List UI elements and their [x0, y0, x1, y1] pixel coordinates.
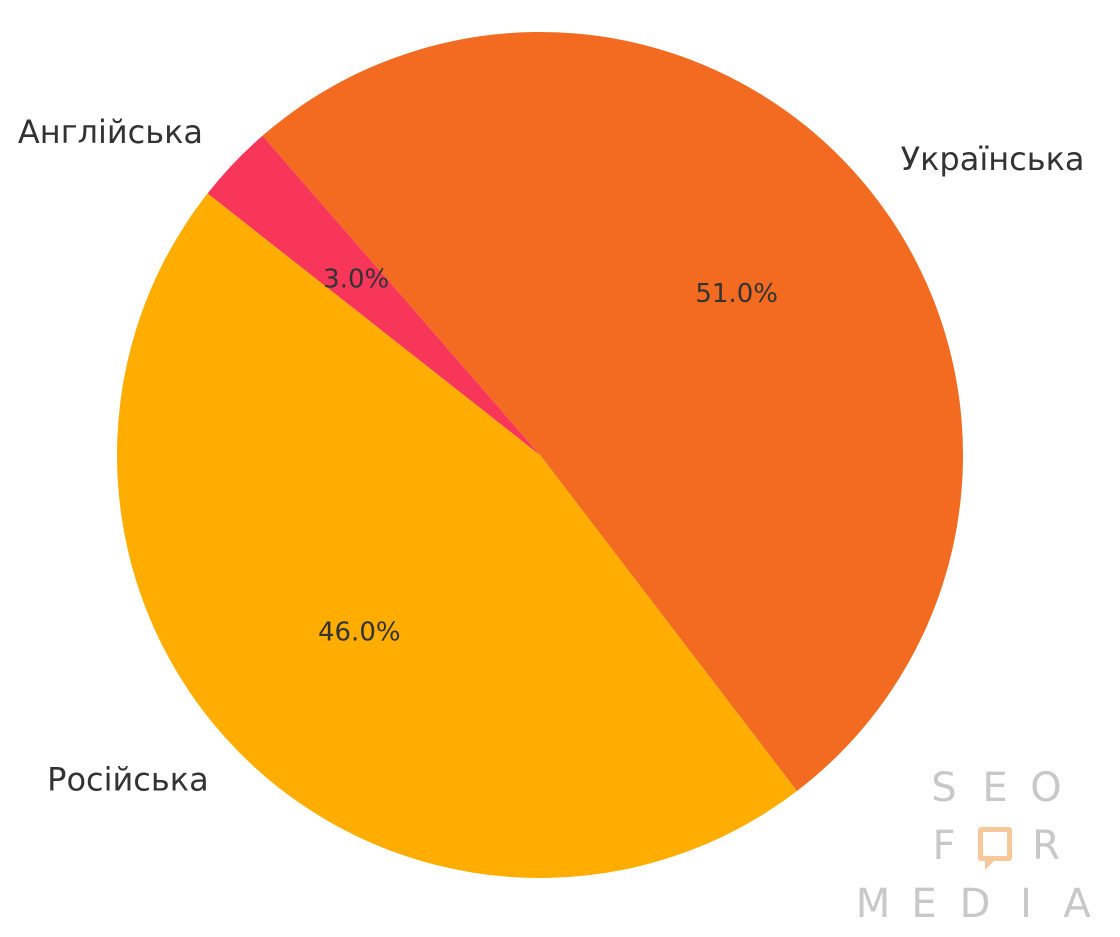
pie-slice-0	[262, 32, 963, 792]
watermark-letter: E	[911, 881, 937, 927]
watermark-letter: O	[1030, 765, 1062, 811]
watermark-letter: S	[931, 765, 957, 811]
pie-category-label-0: Українська	[901, 140, 1085, 178]
pie-slice-1	[116, 193, 797, 879]
pie-category-labels: Українська Російська Англійська	[18, 113, 1085, 799]
pie-percent-label-1: 46.0%	[318, 618, 401, 648]
watermark-letter: D	[959, 881, 991, 927]
pie-slices	[116, 32, 963, 879]
pie-slice-2	[207, 135, 541, 455]
watermark-letter: F	[932, 823, 956, 869]
watermark-letter: R	[1032, 823, 1060, 869]
watermark-letter: I	[1020, 881, 1032, 927]
watermark-letter: E	[982, 765, 1008, 811]
pie-category-label-1: Російська	[47, 761, 209, 799]
pie-percent-labels: 51.0% 46.0% 3.0%	[318, 264, 778, 647]
watermark-letter: A	[1063, 881, 1091, 927]
pie-percent-label-0: 51.0%	[695, 279, 778, 309]
pie-percent-label-2: 3.0%	[323, 264, 389, 294]
watermark-letter: M	[855, 881, 891, 927]
pie-category-label-2: Англійська	[18, 113, 203, 151]
speech-bubble-icon	[970, 817, 1021, 875]
